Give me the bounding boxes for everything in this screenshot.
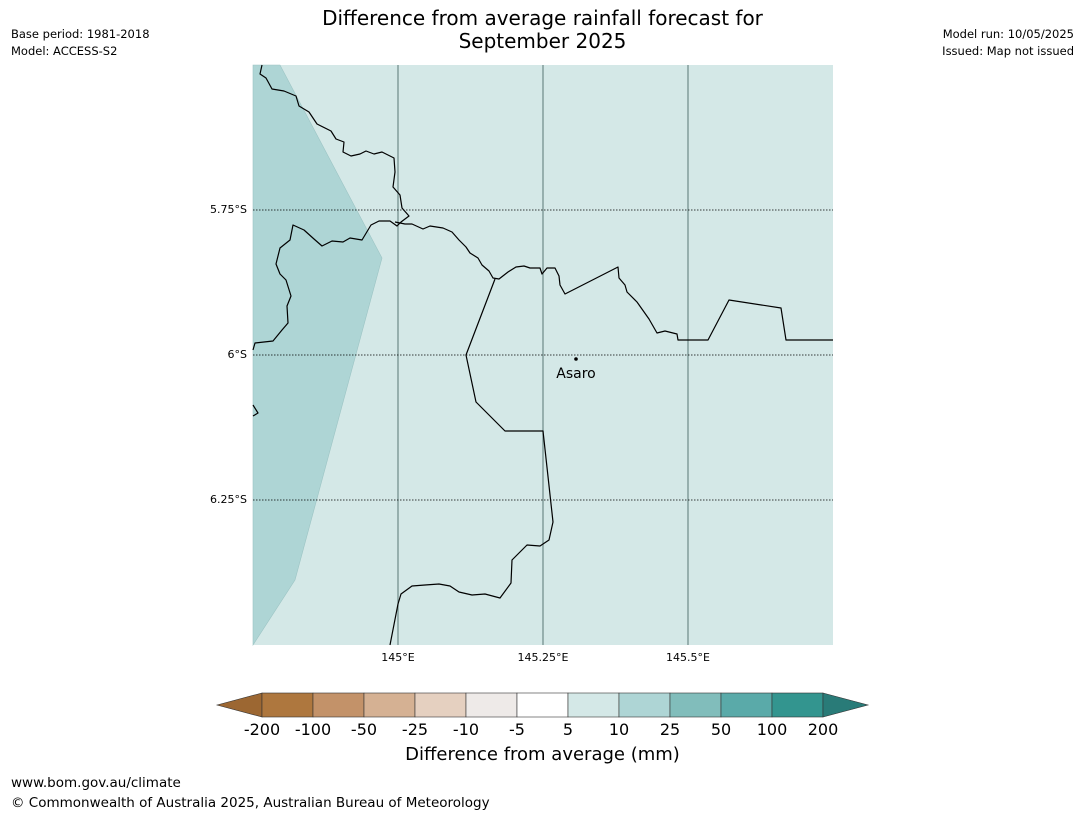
lon-label-2: 145.25°E <box>518 651 569 664</box>
colorbar-segment <box>771 692 824 718</box>
colorbar-label: -50 <box>351 720 377 739</box>
meta-right: Model run: 10/05/2025 Issued: Map not is… <box>942 26 1074 60</box>
meta-left: Base period: 1981-2018 Model: ACCESS-S2 <box>11 26 150 60</box>
boundary-west-edge <box>252 404 259 417</box>
footer-url[interactable]: www.bom.gov.au/climate <box>11 775 181 791</box>
colorbar-label: 50 <box>711 720 731 739</box>
colorbar-label: 200 <box>808 720 839 739</box>
colorbar-label: -25 <box>402 720 428 739</box>
colorbar-segment <box>465 692 518 718</box>
boundary-central <box>394 221 833 341</box>
colorbar-segment <box>669 692 722 718</box>
province-boundaries <box>252 64 833 646</box>
issued-status: Issued: Map not issued <box>942 44 1074 58</box>
colorbar: -200 -100 -50 -25 -10 -5 5 10 25 50 100 … <box>215 692 870 739</box>
colorbar-label: -10 <box>453 720 479 739</box>
colorbar-label: -200 <box>244 720 280 739</box>
boundary-west-east <box>389 278 554 646</box>
lon-label-1: 145°E <box>381 651 414 664</box>
lon-label-3: 145.5°E <box>666 651 710 664</box>
colorbar-label: 25 <box>660 720 680 739</box>
colorbar-segment <box>618 692 671 718</box>
boundary-north <box>252 64 410 351</box>
model-name: Model: ACCESS-S2 <box>11 44 118 58</box>
colorbar-segment <box>567 692 620 718</box>
lat-labels: 5.75°S 6°S 6.25°S <box>210 203 247 506</box>
lat-gridlines <box>253 209 833 501</box>
colorbar-label: 10 <box>609 720 629 739</box>
model-run: Model run: 10/05/2025 <box>942 27 1074 41</box>
lat-label-2: 6°S <box>228 348 247 361</box>
colorbar-segment <box>720 692 773 718</box>
colorbar-segment <box>261 692 314 718</box>
place-marker <box>574 357 578 361</box>
colorbar-segment <box>516 692 569 718</box>
colorbar-label: -5 <box>509 720 525 739</box>
colorbar-left-arrow <box>215 692 263 718</box>
base-period: Base period: 1981-2018 <box>11 27 150 41</box>
colorbar-labels: -200 -100 -50 -25 -10 -5 5 10 25 50 100 … <box>244 720 838 739</box>
colorbar-segment <box>363 692 416 718</box>
lat-label-3: 6.25°S <box>210 493 247 506</box>
colorbar-title: Difference from average (mm) <box>405 744 680 765</box>
colorbar-label: 5 <box>563 720 573 739</box>
title-line-1: Difference from average rainfall forecas… <box>322 6 763 30</box>
title-line-2: September 2025 <box>458 29 627 53</box>
lon-labels: 145°E 145.25°E 145.5°E <box>381 651 710 664</box>
colorbar-right-arrow <box>822 692 870 718</box>
colorbar-label: -100 <box>295 720 331 739</box>
footer-copyright: © Commonwealth of Australia 2025, Austra… <box>11 795 490 811</box>
colorbar-segment <box>312 692 365 718</box>
map-title: Difference from average rainfall forecas… <box>240 7 845 53</box>
colorbar-label: 100 <box>757 720 788 739</box>
place-label: Asaro <box>556 366 595 382</box>
colorbar-segment <box>414 692 467 718</box>
lat-label-1: 5.75°S <box>210 203 247 216</box>
